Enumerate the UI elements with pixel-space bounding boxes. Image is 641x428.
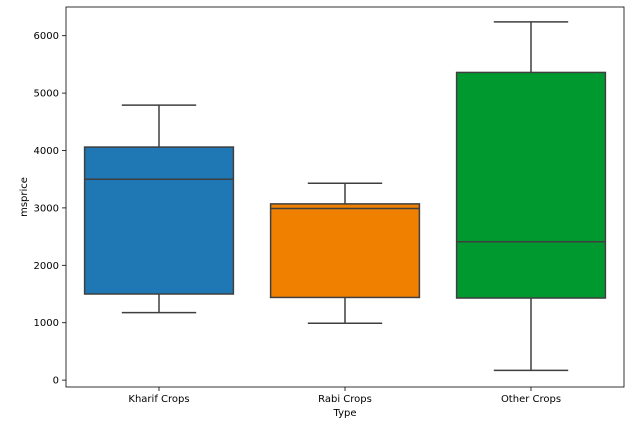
iqr-box bbox=[83, 146, 235, 295]
y-tick-label: 3000 bbox=[34, 203, 59, 214]
y-tick-label: 0 bbox=[53, 376, 59, 387]
y-axis: 0 1000 2000 3000 4000 5000 6000 bbox=[34, 31, 66, 387]
x-tick-label: Kharif Crops bbox=[128, 394, 189, 405]
iqr-box bbox=[455, 71, 607, 299]
x-tick-label: Other Crops bbox=[501, 394, 561, 405]
box-other-crops bbox=[455, 21, 607, 372]
plot-area bbox=[83, 21, 607, 372]
y-axis-label: msprice bbox=[19, 177, 30, 217]
y-tick-label: 6000 bbox=[34, 31, 59, 42]
y-tick-label: 5000 bbox=[34, 89, 59, 100]
y-tick-label: 2000 bbox=[34, 261, 59, 272]
x-axis-label: Type bbox=[333, 408, 357, 419]
x-axis: Kharif Crops Rabi Crops Other Crops bbox=[128, 387, 561, 405]
x-tick-label: Rabi Crops bbox=[318, 394, 372, 405]
box-kharif-crops bbox=[83, 104, 235, 314]
y-tick-label: 4000 bbox=[34, 146, 59, 157]
box-rabi-crops bbox=[269, 182, 421, 325]
y-tick-label: 1000 bbox=[34, 318, 59, 329]
iqr-box bbox=[269, 203, 421, 299]
